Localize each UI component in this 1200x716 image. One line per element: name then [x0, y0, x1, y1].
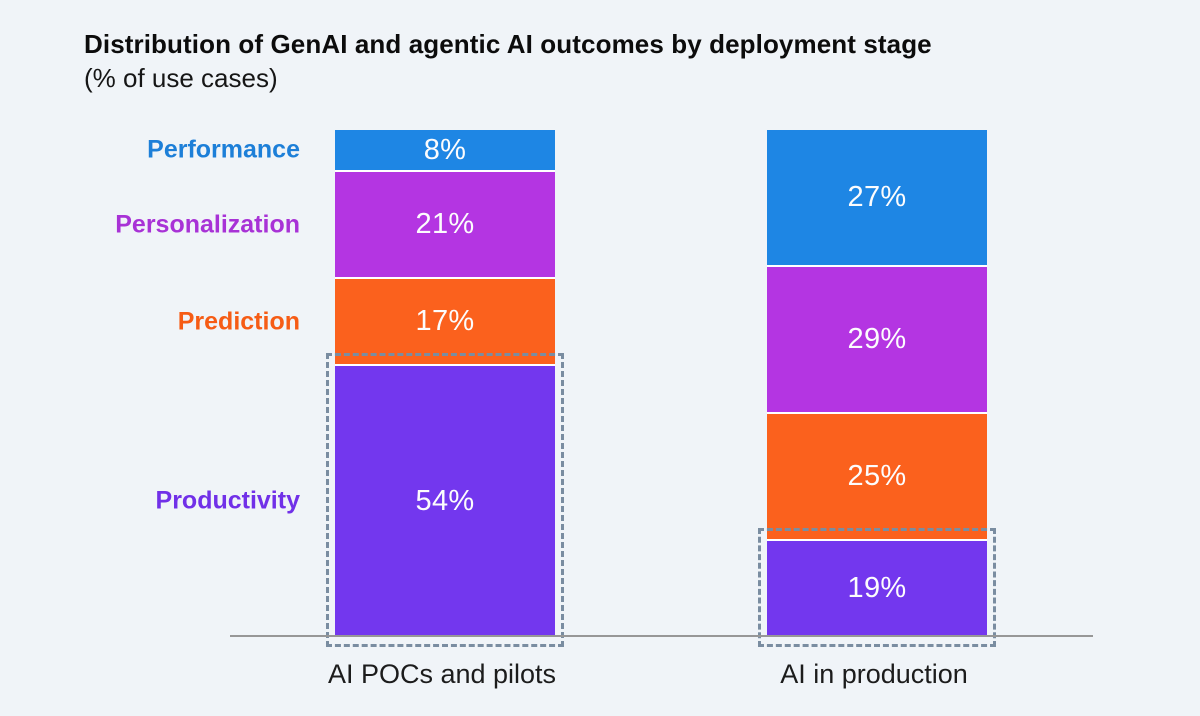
highlight-outline-0 [326, 353, 564, 647]
value-label-personalization-1: 29% [847, 323, 907, 355]
bar-segment-productivity-1: 19% [767, 541, 987, 636]
bar-segment-performance-0: 8% [335, 130, 555, 170]
series-label-prediction: Prediction [177, 307, 300, 335]
value-label-personalization-0: 21% [415, 208, 475, 240]
value-label-prediction-1: 25% [847, 460, 907, 492]
segment-divider [335, 277, 555, 279]
chart-subtitle: (% of use cases) [84, 63, 278, 93]
segment-divider [767, 265, 987, 267]
segment-divider [335, 364, 555, 366]
segment-divider [767, 412, 987, 414]
bar-segment-performance-1: 27% [767, 130, 987, 265]
x-axis-label-0: AI POCs and pilots [327, 659, 557, 689]
x-axis-label-1: AI in production [780, 659, 968, 689]
highlight-outline-1 [758, 528, 996, 647]
x-axis-line [230, 635, 1093, 637]
bar-segment-prediction-0: 17% [335, 279, 555, 364]
value-label-prediction-0: 17% [415, 305, 475, 337]
value-label-productivity-1: 19% [847, 572, 907, 604]
series-label-performance: Performance [147, 135, 300, 164]
value-label-performance-1: 27% [847, 181, 907, 213]
bar-segment-prediction-1: 25% [767, 414, 987, 539]
bar-segment-productivity-0: 54% [335, 366, 555, 636]
chart-title: Distribution of GenAI and agentic AI out… [84, 29, 932, 59]
segment-divider [335, 170, 555, 172]
segment-divider [767, 539, 987, 541]
bar-segment-personalization-0: 21% [335, 172, 555, 277]
value-label-performance-0: 8% [423, 133, 467, 166]
bar-segment-personalization-1: 29% [767, 267, 987, 412]
series-label-personalization: Personalization [115, 210, 300, 238]
value-label-productivity-0: 54% [415, 484, 475, 517]
series-label-productivity: Productivity [155, 486, 300, 515]
